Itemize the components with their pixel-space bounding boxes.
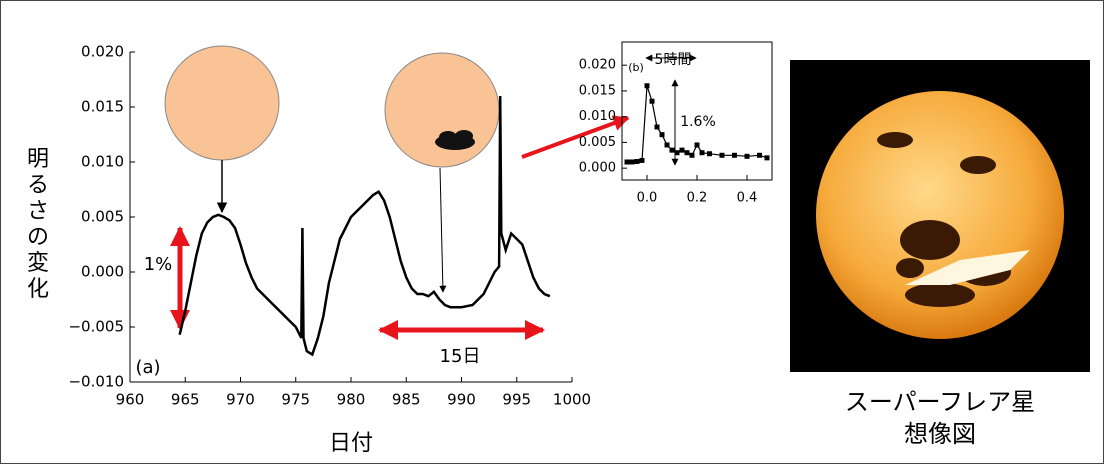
data-point: [689, 152, 695, 158]
data-point: [654, 124, 660, 130]
y-tick-label: 0.020: [579, 58, 616, 73]
data-point: [644, 83, 650, 89]
starspot: [435, 130, 475, 150]
data-point: [757, 152, 762, 158]
data-point: [629, 159, 635, 165]
data-point: [624, 159, 630, 165]
y-tick-label: 0.010: [579, 109, 616, 124]
x-tick-label: 0.0: [637, 191, 658, 206]
x-tick-label: 975: [281, 391, 310, 409]
data-point: [679, 147, 685, 153]
data-point: [719, 152, 725, 158]
x-tick-label: 990: [447, 391, 476, 409]
annotation: (a): [135, 357, 160, 378]
x-tick-label: 960: [116, 391, 145, 409]
x-tick-label: 0.2: [687, 191, 708, 206]
arrow: [439, 167, 447, 293]
y-tick-label: 0.020: [81, 43, 124, 61]
y-tick-label: 0.015: [579, 83, 616, 98]
y-axis-label: 明るさの変化: [27, 147, 49, 302]
x-tick-label: 965: [171, 391, 200, 409]
data-point: [639, 157, 645, 163]
x-tick-label: 0.4: [737, 191, 758, 206]
y-tick-label: 0.005: [579, 135, 616, 150]
annotation: 1.6%: [680, 114, 716, 130]
y-tick-label: −0.005: [68, 318, 124, 336]
annotation: 5時間: [655, 52, 692, 68]
annotation: 15日: [440, 346, 481, 367]
y-tick-label: −0.010: [68, 373, 124, 391]
x-tick-label: 980: [337, 391, 366, 409]
x-tick-label: 995: [502, 391, 531, 409]
light-curve: [178, 95, 551, 357]
data-point: [732, 152, 737, 158]
annotation: (b): [628, 61, 644, 74]
data-point: [744, 153, 750, 159]
x-axis-label: 日付: [329, 431, 373, 456]
annotation: 1%: [144, 254, 173, 275]
y-tick-label: 0.015: [81, 98, 124, 116]
data-point: [684, 150, 690, 156]
x-tick-label: 970: [226, 391, 255, 409]
star-spot: [384, 52, 500, 168]
data-point: [649, 98, 655, 104]
star-no-spot: [164, 45, 280, 161]
data-point: [669, 147, 675, 153]
data-point: [764, 155, 770, 161]
flare: [905, 250, 1030, 285]
x-tick-label: 985: [392, 391, 421, 409]
data-point: [659, 132, 665, 138]
red-arrow: [521, 115, 630, 159]
data-point: [664, 142, 670, 148]
data-point: [634, 158, 640, 164]
data-point: [674, 150, 680, 156]
caption: スーパーフレア星: [845, 388, 1035, 416]
caption: 想像図: [904, 420, 976, 448]
y-tick-label: 0.005: [81, 208, 124, 226]
data-point: [699, 150, 705, 156]
y-tick-label: 0.000: [579, 161, 616, 176]
data-point: [694, 142, 700, 148]
y-tick-label: 0.000: [81, 263, 124, 281]
y-tick-label: 0.010: [81, 153, 124, 171]
data-point: [707, 151, 712, 157]
x-tick-label: 1000: [553, 391, 591, 409]
